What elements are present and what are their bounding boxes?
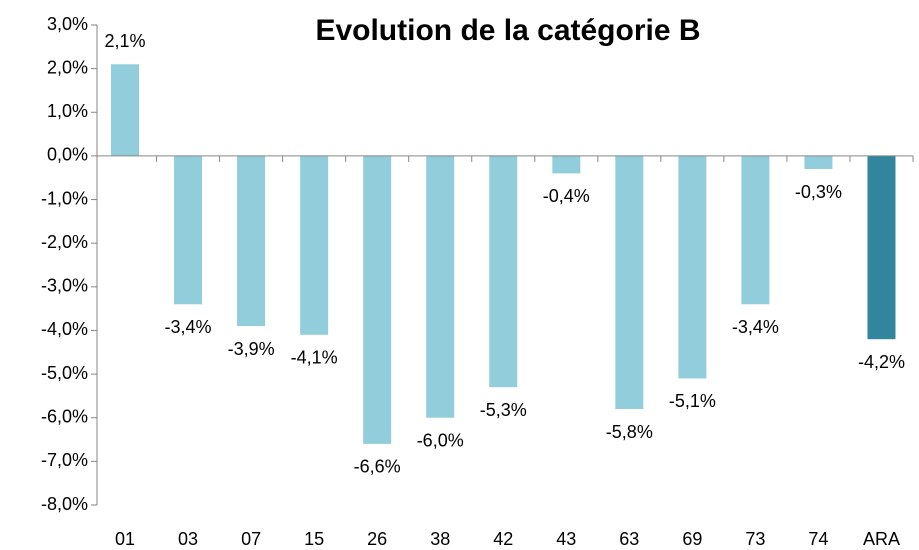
data-label: -5,1% (669, 391, 716, 411)
data-label: -0,3% (795, 182, 842, 202)
x-tick-label: 69 (682, 529, 702, 549)
data-label: -3,4% (732, 317, 779, 337)
bar (489, 155, 518, 388)
x-tick-label: 63 (619, 529, 639, 549)
y-tick-label: -3,0% (41, 276, 88, 296)
data-label: -6,0% (417, 430, 464, 450)
x-tick-label: 26 (367, 529, 387, 549)
data-label: -5,3% (480, 400, 527, 420)
x-tick-label: 73 (745, 529, 765, 549)
data-label: -3,9% (228, 339, 275, 359)
y-tick-label: 1,0% (47, 101, 88, 121)
bar (300, 155, 329, 335)
y-tick-label: 3,0% (47, 14, 88, 34)
y-tick-label: -8,0% (41, 494, 88, 514)
x-tick-label: 42 (493, 529, 513, 549)
x-tick-label: 03 (178, 529, 198, 549)
data-label: -5,8% (606, 422, 653, 442)
x-tick-label: 74 (808, 529, 828, 549)
data-label: -6,6% (354, 457, 401, 477)
bar (552, 155, 581, 174)
bar (804, 155, 833, 169)
chart-title: Evolution de la catégorie B (315, 14, 700, 47)
x-tick-label: 43 (556, 529, 576, 549)
data-label: -0,4% (543, 186, 590, 206)
bar (741, 155, 770, 305)
y-tick-label: -4,0% (41, 319, 88, 339)
bar (615, 155, 644, 409)
y-tick-label: 0,0% (47, 145, 88, 165)
data-label: -3,4% (165, 317, 212, 337)
x-tick-label: 15 (304, 529, 324, 549)
data-label: -4,2% (858, 352, 905, 372)
bar (237, 155, 266, 327)
bar (867, 155, 896, 340)
bar (174, 155, 203, 305)
x-tick-label: 07 (241, 529, 261, 549)
bar (426, 155, 455, 418)
bar (678, 155, 707, 379)
y-tick-label: 2,0% (47, 57, 88, 77)
data-label: 2,1% (105, 31, 146, 51)
y-tick-label: -7,0% (41, 450, 88, 470)
bar (111, 64, 140, 156)
x-tick-label: ARA (863, 529, 900, 549)
bar (363, 155, 392, 444)
x-tick-label: 01 (115, 529, 135, 549)
y-tick-label: -1,0% (41, 188, 88, 208)
y-tick-label: -2,0% (41, 232, 88, 252)
data-label: -4,1% (291, 348, 338, 368)
y-tick-label: -5,0% (41, 363, 88, 383)
y-tick-label: -6,0% (41, 406, 88, 426)
x-tick-label: 38 (430, 529, 450, 549)
